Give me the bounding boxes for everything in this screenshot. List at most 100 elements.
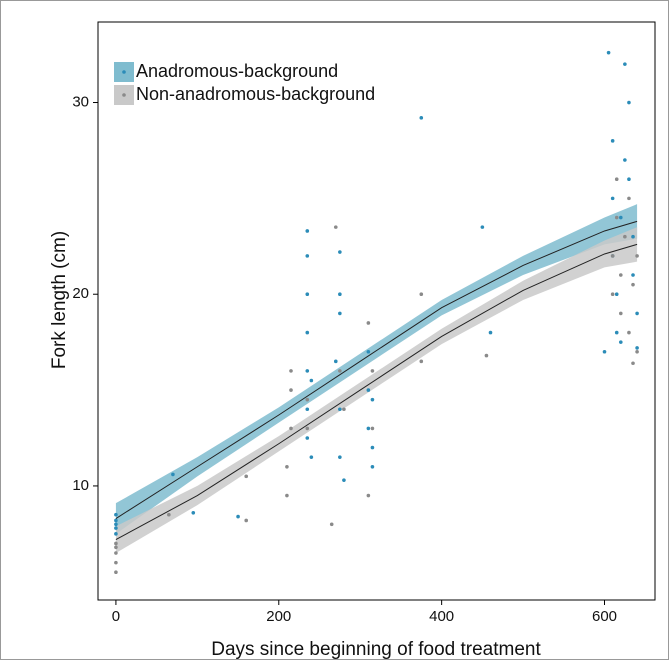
data-point xyxy=(329,522,334,527)
data-point xyxy=(610,196,615,201)
data-point xyxy=(342,478,346,482)
data-point xyxy=(627,100,631,105)
data-point xyxy=(167,512,171,517)
data-point xyxy=(305,369,310,373)
data-point xyxy=(191,510,196,515)
data-point xyxy=(484,353,489,358)
data-point xyxy=(114,545,118,550)
data-point xyxy=(419,359,424,364)
data-point xyxy=(631,273,635,277)
data-point xyxy=(366,321,371,325)
data-point xyxy=(614,292,619,297)
legend-dot xyxy=(122,93,126,97)
data-point xyxy=(305,330,310,335)
data-point xyxy=(244,474,249,479)
x-tick-label: 0 xyxy=(112,608,120,625)
data-point xyxy=(370,464,375,469)
fit-line xyxy=(115,243,638,541)
legend-dot xyxy=(122,70,126,74)
data-point xyxy=(289,426,293,431)
data-point xyxy=(305,292,310,297)
data-point xyxy=(370,369,375,373)
x-tick-label: 200 xyxy=(266,608,291,625)
data-point xyxy=(419,292,424,297)
data-point xyxy=(631,282,635,287)
data-point xyxy=(244,518,249,523)
data-point xyxy=(309,455,314,459)
data-point xyxy=(635,349,639,354)
data-point xyxy=(614,215,619,220)
data-point xyxy=(305,397,310,402)
data-point xyxy=(627,330,631,335)
data-point xyxy=(338,407,342,412)
data-point xyxy=(289,388,293,392)
data-point xyxy=(342,407,346,412)
data-point xyxy=(338,455,342,459)
data-point xyxy=(333,359,338,364)
y-tick-label: 10 xyxy=(72,477,89,494)
data-point xyxy=(338,369,342,373)
data-point xyxy=(285,493,289,498)
y-tick-label: 30 xyxy=(72,93,89,110)
data-point xyxy=(419,116,424,120)
data-point xyxy=(631,234,635,239)
data-point xyxy=(114,526,118,530)
data-point xyxy=(366,349,371,354)
y-tick-label: 20 xyxy=(72,285,89,302)
data-point xyxy=(171,472,175,477)
data-point xyxy=(114,560,118,565)
data-point xyxy=(366,493,371,498)
data-point xyxy=(635,311,639,316)
plot-frame xyxy=(97,21,656,601)
data-point xyxy=(305,407,310,412)
data-point xyxy=(114,522,118,527)
legend-label: Anadromous-background xyxy=(136,61,338,81)
data-point xyxy=(114,512,118,517)
data-point xyxy=(366,388,371,392)
x-tick-label: 600 xyxy=(592,608,617,625)
data-point xyxy=(618,311,623,316)
data-point xyxy=(305,426,310,431)
data-point xyxy=(623,62,627,66)
data-point xyxy=(614,177,619,182)
confidence-band xyxy=(115,227,638,554)
data-point xyxy=(338,311,342,316)
fit-line xyxy=(115,220,638,519)
data-point xyxy=(602,349,607,354)
data-point xyxy=(289,369,293,373)
data-point xyxy=(618,273,623,277)
data-point xyxy=(610,292,615,297)
data-point xyxy=(305,229,310,233)
data-point xyxy=(370,426,375,431)
data-point xyxy=(627,177,631,182)
data-point xyxy=(635,346,639,350)
data-point xyxy=(610,139,615,143)
data-point xyxy=(606,50,611,55)
confidence-band xyxy=(115,204,638,534)
data-point xyxy=(114,551,118,555)
data-point xyxy=(338,250,342,254)
data-point xyxy=(309,378,314,383)
data-point xyxy=(618,215,623,220)
data-point xyxy=(114,570,118,575)
data-point xyxy=(623,234,627,239)
data-point xyxy=(488,330,493,335)
data-point xyxy=(631,361,635,366)
data-point xyxy=(370,397,375,402)
data-point xyxy=(305,436,310,440)
data-point xyxy=(114,518,118,523)
y-axis-label: Fork length (cm) xyxy=(49,231,70,369)
data-point xyxy=(623,158,627,162)
x-axis-label: Days since beginning of food treatment xyxy=(211,639,541,660)
data-point xyxy=(627,196,631,201)
data-point xyxy=(618,340,623,344)
legend-label: Non-anadromous-background xyxy=(136,84,375,104)
data-point xyxy=(114,541,118,546)
data-point xyxy=(285,464,289,469)
data-point xyxy=(610,254,615,258)
data-point xyxy=(305,254,310,258)
data-point xyxy=(366,426,371,431)
data-point xyxy=(114,532,118,536)
data-point xyxy=(614,330,619,335)
